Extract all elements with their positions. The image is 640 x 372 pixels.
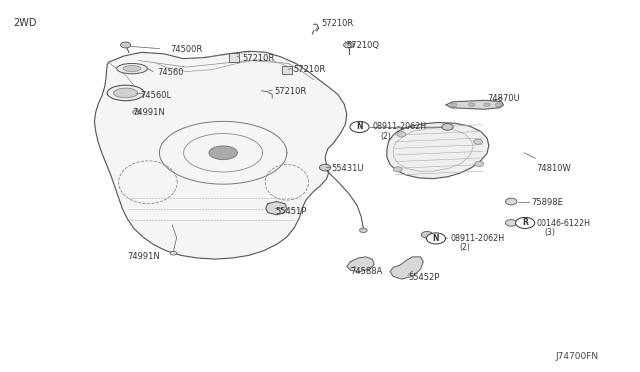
Text: (2): (2)	[380, 132, 390, 141]
Circle shape	[516, 217, 535, 228]
Text: 08911-2062H: 08911-2062H	[372, 122, 426, 131]
Text: 57210R: 57210R	[243, 54, 275, 63]
Text: (3): (3)	[544, 228, 555, 237]
Polygon shape	[95, 51, 347, 259]
Text: 74810W: 74810W	[537, 164, 572, 173]
Text: 74588A: 74588A	[351, 267, 383, 276]
Text: 74560L: 74560L	[140, 91, 172, 100]
Circle shape	[506, 198, 517, 205]
Circle shape	[394, 167, 402, 172]
Ellipse shape	[116, 63, 147, 74]
Text: 57210R: 57210R	[293, 65, 326, 74]
Polygon shape	[446, 100, 504, 109]
Ellipse shape	[123, 65, 141, 71]
Circle shape	[468, 103, 475, 107]
Text: R: R	[522, 218, 528, 227]
Text: 55431U: 55431U	[332, 164, 364, 173]
Ellipse shape	[113, 88, 138, 98]
Text: 74991N: 74991N	[127, 252, 160, 262]
Text: (2): (2)	[459, 243, 470, 252]
Circle shape	[426, 233, 445, 244]
Ellipse shape	[107, 85, 144, 101]
Text: 55452P: 55452P	[408, 273, 439, 282]
Circle shape	[132, 110, 140, 114]
Polygon shape	[347, 257, 374, 272]
Circle shape	[350, 121, 369, 132]
Circle shape	[319, 164, 331, 171]
Circle shape	[442, 124, 453, 130]
Text: J74700FN: J74700FN	[556, 352, 599, 361]
Text: N: N	[356, 122, 363, 131]
Text: 75898E: 75898E	[532, 198, 563, 207]
Polygon shape	[387, 122, 489, 179]
Bar	[229, 54, 239, 62]
Polygon shape	[209, 146, 237, 160]
Circle shape	[495, 103, 502, 107]
Circle shape	[506, 219, 517, 226]
Text: 2WD: 2WD	[13, 18, 36, 28]
Text: 08911-2062H: 08911-2062H	[451, 234, 505, 243]
Circle shape	[344, 42, 354, 48]
Text: 74870U: 74870U	[487, 94, 520, 103]
Text: 00146-6122H: 00146-6122H	[537, 219, 591, 228]
Circle shape	[421, 231, 433, 238]
Text: 57210R: 57210R	[321, 19, 353, 28]
Polygon shape	[266, 202, 287, 215]
Text: N: N	[433, 234, 439, 243]
Circle shape	[170, 251, 177, 255]
Polygon shape	[390, 257, 423, 279]
Circle shape	[475, 161, 484, 166]
Text: 74991N: 74991N	[132, 108, 164, 117]
Circle shape	[360, 228, 367, 232]
Circle shape	[474, 139, 483, 144]
Text: 74560: 74560	[157, 68, 184, 77]
Text: 57210R: 57210R	[274, 87, 307, 96]
Text: 55451P: 55451P	[275, 207, 307, 217]
Text: 57210Q: 57210Q	[347, 41, 380, 50]
Circle shape	[451, 103, 457, 107]
Bar	[282, 66, 292, 74]
Circle shape	[484, 103, 490, 107]
Text: 74500R: 74500R	[170, 45, 202, 54]
Circle shape	[397, 132, 406, 137]
Circle shape	[120, 42, 131, 48]
